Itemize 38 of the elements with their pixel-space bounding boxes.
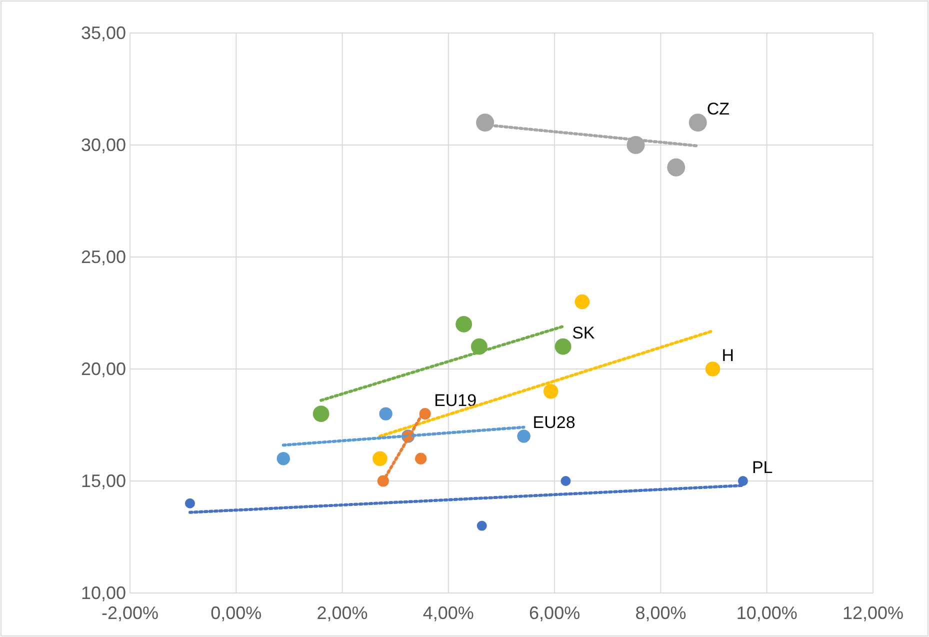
- point: [517, 430, 530, 443]
- point: [667, 158, 686, 176]
- point: [379, 407, 392, 420]
- series-label: CZ: [706, 100, 730, 119]
- point: [312, 406, 330, 422]
- point: [476, 520, 487, 531]
- y-tick-label: 30,00: [80, 135, 126, 155]
- y-tick-label: 10,00: [80, 583, 126, 603]
- point: [184, 498, 195, 508]
- point: [705, 362, 720, 376]
- x-tick-label: 6,00%: [529, 603, 580, 623]
- series-label: SK: [572, 324, 596, 343]
- y-tick-label: 15,00: [80, 471, 126, 491]
- point: [560, 476, 571, 486]
- x-tick-label: 4,00%: [422, 603, 474, 623]
- x-tick-label: 8,00%: [635, 603, 686, 623]
- y-tick-label: 20,00: [80, 359, 126, 379]
- point: [415, 452, 427, 464]
- series-label: PL: [752, 458, 773, 477]
- point: [688, 114, 707, 132]
- series-label: H: [722, 346, 734, 365]
- series-label: EU19: [434, 390, 477, 410]
- point: [574, 294, 590, 310]
- point: [554, 338, 572, 355]
- x-tick-label: 2,00%: [316, 603, 368, 623]
- point: [372, 451, 388, 466]
- y-tick-label: 35,00: [80, 23, 126, 43]
- point: [456, 316, 472, 332]
- point: [276, 452, 290, 466]
- y-tick-label: 25,00: [80, 247, 126, 267]
- x-tick-label: 0,00%: [210, 603, 262, 623]
- x-tick-label: 10,00%: [736, 603, 798, 623]
- x-tick-label: -2,00%: [101, 603, 159, 623]
- point: [476, 114, 494, 132]
- point: [543, 384, 558, 399]
- x-tick-label: 12,00%: [842, 603, 904, 623]
- series-label: EU28: [532, 413, 576, 432]
- point: [738, 476, 748, 486]
